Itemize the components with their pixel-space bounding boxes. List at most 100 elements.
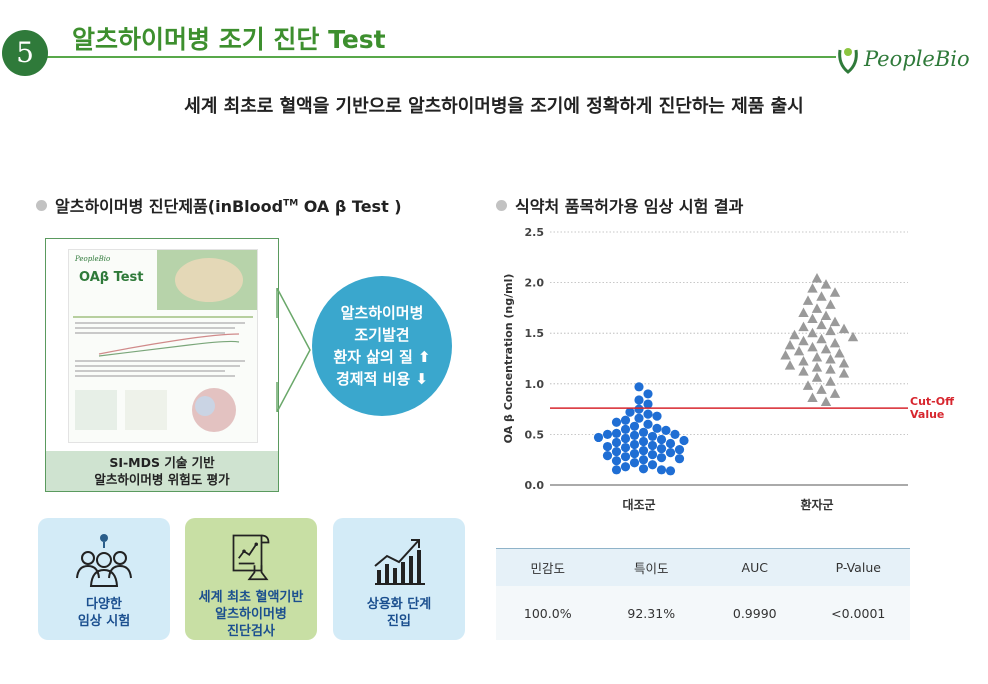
data-point-control: [634, 404, 644, 414]
data-point-patient: [789, 329, 800, 340]
data-point-patient: [798, 321, 809, 332]
page-title: 알츠하이머병 조기 진단 Test: [72, 25, 386, 54]
data-point-control: [665, 448, 676, 458]
clinical-scatter-chart: 0.0 0.5 1.0 1.5 2.0 2.5 OA β Concentration (ng…: [502, 226, 954, 512]
clinical-heading-text: 식약처 품목허가용 임상 시험 결과: [515, 197, 744, 216]
data-point-control: [647, 431, 658, 442]
header-specificity: 특이도: [633, 561, 669, 576]
data-point-patient: [798, 366, 809, 376]
benefit-line-3: 환자 삶의 질 ⬆: [333, 348, 431, 366]
data-point-control: [620, 442, 631, 453]
data-point-control: [656, 465, 667, 475]
data-point-control: [647, 460, 658, 470]
data-point-control: [656, 443, 667, 454]
data-point-patient: [825, 299, 836, 309]
header-p-value: P-Value: [835, 560, 881, 575]
data-point-control: [638, 427, 649, 437]
clinical-section-heading: 식약처 품목허가용 임상 시험 결과: [496, 193, 743, 217]
flyer-title: OAβ Test: [79, 270, 144, 285]
data-point-control: [620, 462, 631, 472]
data-point-patient: [811, 351, 823, 362]
data-point-patient: [811, 372, 823, 382]
data-point-patient: [798, 356, 809, 366]
data-point-patient: [811, 273, 823, 283]
benefit-line-4: 경제적 비용 ⬇: [335, 370, 428, 388]
caption-line-2: 알츠하이머병 위험도 평가: [94, 472, 230, 487]
data-point-patient: [838, 368, 850, 378]
flyer-logo: PeopleBio: [75, 255, 111, 263]
product-heading-text: 알츠하이머병 진단제품(inBloodTM OA β Test ): [55, 197, 402, 216]
data-point-patient: [829, 388, 841, 398]
product-caption: SI-MDS 기술 기반 알츠하이머병 위험도 평가: [46, 451, 278, 491]
feature-commercialization: 상용화 단계 진입: [333, 518, 465, 640]
data-point-control: [643, 389, 653, 399]
data-point-control: [620, 433, 631, 444]
data-point-patient: [825, 364, 836, 374]
y-tick-label: 2.5: [525, 226, 545, 239]
data-point-control: [643, 409, 653, 419]
data-point-control: [593, 432, 604, 443]
product-flyer-image: PeopleBio OAβ Test: [68, 249, 258, 443]
data-point-control: [629, 439, 640, 450]
section-number-badge: 5: [2, 30, 48, 76]
data-point-patient: [825, 354, 836, 364]
value-sensitivity: 100.0%: [523, 605, 572, 621]
data-point-patient: [829, 287, 841, 297]
data-point-patient: [847, 331, 859, 342]
value-specificity: 92.31%: [627, 605, 676, 621]
data-point-patient: [807, 341, 818, 352]
header-sensitivity: 민감도: [530, 561, 565, 576]
logo-text: PeopleBio: [864, 47, 970, 71]
data-point-control: [620, 415, 631, 425]
data-point-patient: [820, 310, 832, 320]
x-category-label: 환자군: [800, 497, 833, 512]
y-tick-label: 2.0: [525, 277, 545, 290]
data-point-control: [625, 407, 635, 417]
people-icon: [76, 534, 132, 587]
header-auc: AUC: [741, 560, 768, 575]
data-point-patient: [811, 303, 823, 313]
data-point-control: [638, 445, 649, 456]
data-point-control: [674, 454, 685, 464]
data-point-patient: [816, 291, 827, 301]
results-header-row: 민감도 특이도 AUC P-Value: [496, 548, 910, 586]
y-tick-label: 0.0: [525, 479, 545, 492]
data-point-control: [611, 437, 622, 448]
data-point-control: [643, 399, 653, 409]
data-point-patient: [820, 343, 832, 354]
feature-blood-test: 세계 최초 혈액기반 알츠하이머병 진단검사: [185, 518, 317, 640]
flyer-illustration: [73, 250, 257, 432]
feature-clinical-trials: 다양한 임상 시험: [38, 518, 170, 640]
header-rule: [46, 56, 836, 58]
data-point-patient: [816, 333, 827, 344]
data-point-patient: [807, 313, 818, 324]
y-tick-label: 1.5: [525, 327, 545, 340]
data-point-control: [652, 423, 662, 433]
benefit-circle: 알츠하이머병 조기발견 환자 삶의 질 ⬆ 경제적 비용 ⬇: [312, 276, 452, 416]
data-point-control: [679, 435, 689, 446]
data-point-patient: [784, 360, 796, 370]
data-point-patient: [793, 345, 805, 356]
y-tick-label: 0.5: [525, 428, 545, 441]
growth-chart-icon: [374, 539, 425, 585]
data-point-control: [634, 413, 644, 423]
logo-leaf-icon: [838, 48, 858, 74]
data-point-control: [611, 447, 622, 457]
data-point-control: [629, 458, 640, 468]
data-point-patient: [784, 339, 796, 350]
data-point-control: [670, 429, 680, 439]
results-table: 민감도 특이도 AUC P-Value 100.0% 92.31% 0.9990…: [496, 548, 910, 640]
data-point-control: [638, 455, 649, 465]
data-point-patient: [825, 376, 836, 386]
data-point-control: [602, 441, 613, 452]
data-point-control: [634, 395, 644, 405]
data-point-patient: [802, 380, 814, 390]
cutoff-label-line-2: Value: [910, 408, 944, 421]
benefit-line-2: 조기발견: [354, 326, 410, 344]
data-point-patient: [807, 283, 818, 293]
data-point-control: [674, 444, 685, 455]
x-category-label: 대조군: [622, 498, 655, 512]
data-point-patient: [811, 362, 823, 372]
feature-label: 다양한 임상 시험: [77, 597, 131, 629]
benefit-line-1: 알츠하이머병: [340, 304, 424, 322]
